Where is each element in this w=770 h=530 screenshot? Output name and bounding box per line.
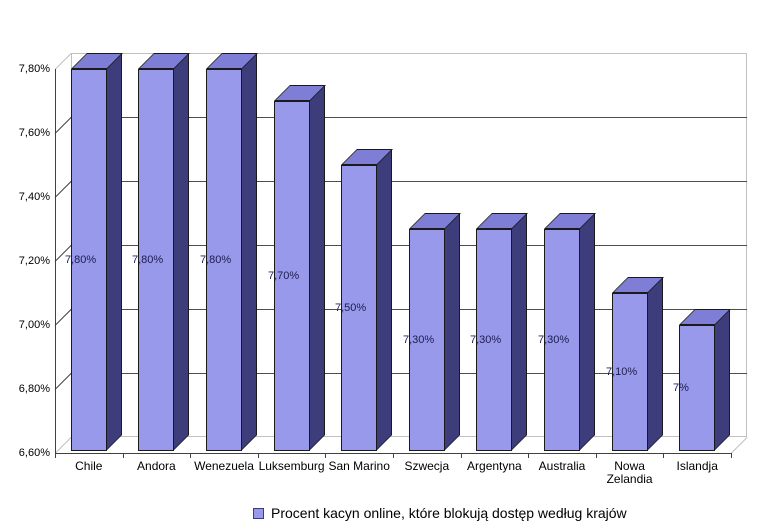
x-axis-tick	[257, 453, 259, 458]
value-label: 7,80%	[65, 254, 97, 266]
bar-side-face	[444, 213, 460, 451]
y-tick-label: 6,80%	[18, 383, 50, 395]
x-axis-tick	[190, 453, 192, 458]
x-tick-label: Wenezuela	[194, 459, 254, 473]
x-tick-label: Islandja	[676, 459, 718, 473]
bar-front-face	[71, 69, 107, 451]
value-label: 7,30%	[403, 334, 435, 346]
bar-side-face	[173, 53, 189, 451]
x-axis-tick	[528, 453, 530, 458]
gridline	[71, 117, 747, 118]
x-tick-label: Szwecja	[404, 459, 450, 473]
bar-front-face	[544, 229, 580, 451]
bar-side-face	[241, 53, 257, 451]
bar-front-face	[679, 325, 715, 451]
x-tick-label: San Marino	[328, 459, 390, 473]
bar-front-face	[206, 69, 242, 451]
y-tick-diagonal	[54, 436, 72, 454]
legend: Procent kacyn online, które blokują dost…	[253, 505, 627, 521]
x-axis-tick	[663, 453, 665, 458]
y-tick-label: 7,80%	[18, 63, 50, 75]
y-tick-label: 7,20%	[18, 255, 50, 267]
legend-marker-icon	[253, 508, 264, 519]
bar-side-face	[714, 309, 730, 451]
value-label: 7,30%	[470, 334, 502, 346]
x-axis-tick	[55, 453, 56, 458]
bar-side-face	[647, 277, 663, 451]
bar-front-face	[341, 165, 377, 451]
value-label: 7,80%	[200, 254, 232, 266]
x-tick-label: Nowa Zelandia	[606, 459, 653, 486]
bar-side-face	[376, 149, 392, 451]
bar-front-face	[409, 229, 445, 451]
x-tick-label: Andora	[137, 459, 176, 473]
y-tick-diagonal	[54, 372, 72, 390]
x-tick-label: Luksemburg	[258, 459, 325, 473]
bar-side-face	[579, 213, 595, 451]
x-axis-tick	[122, 453, 124, 458]
y-tick-label: 7,60%	[18, 127, 50, 139]
value-label: 7,80%	[132, 254, 164, 266]
value-label: 7,50%	[335, 302, 367, 314]
y-axis-line	[55, 69, 56, 453]
y-tick-label: 6,60%	[18, 447, 50, 459]
x-axis-tick	[595, 453, 597, 458]
y-tick-label: 7,40%	[18, 191, 50, 203]
gridline	[71, 181, 747, 182]
bar-side-face	[309, 85, 325, 451]
x-axis-tick	[731, 453, 732, 458]
x-axis-tick	[393, 453, 394, 458]
bar-front-face	[612, 293, 648, 451]
x-tick-label: Chile	[75, 459, 103, 473]
bar-front-face	[138, 69, 174, 451]
y-tick-diagonal	[54, 52, 72, 70]
legend-label: Procent kacyn online, które blokują dost…	[271, 505, 627, 521]
y-tick-diagonal	[54, 180, 72, 198]
value-label: 7,70%	[268, 270, 300, 282]
y-tick-diagonal	[54, 116, 72, 134]
bar-side-face	[511, 213, 527, 451]
x-axis-tick	[325, 453, 327, 458]
x-tick-label: Australia	[538, 459, 586, 473]
x-tick-label: Argentyna	[467, 459, 522, 473]
y-tick-label: 7,00%	[18, 319, 50, 331]
bar-front-face	[274, 101, 310, 451]
value-label: 7%	[673, 382, 689, 394]
x-axis-tick	[460, 453, 462, 458]
bar-side-face	[106, 53, 122, 451]
y-tick-diagonal	[54, 308, 72, 326]
value-label: 7,30%	[538, 334, 570, 346]
bar-front-face	[476, 229, 512, 451]
value-label: 7,10%	[606, 366, 638, 378]
floor-right-edge	[730, 436, 748, 454]
